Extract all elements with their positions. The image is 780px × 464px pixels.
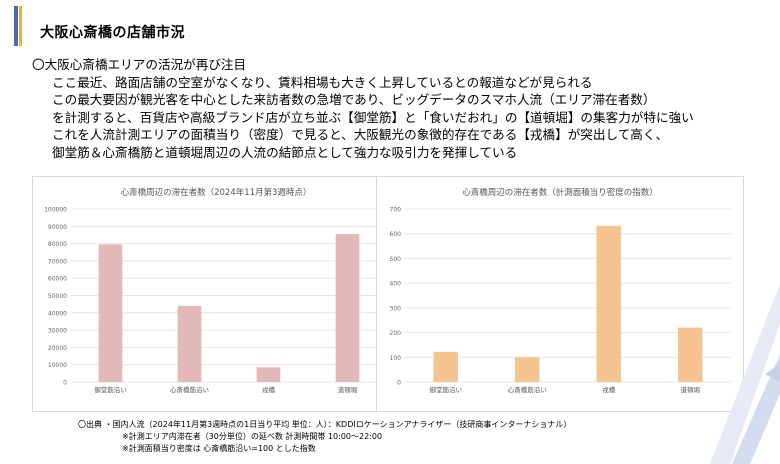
bar — [596, 225, 621, 382]
summary-line: これを人流計測エリアの面積当り（密度）で見ると、大阪観光の象徴的存在である【戎橋… — [52, 127, 669, 142]
y-tick-label: 0 — [397, 380, 401, 387]
bar — [256, 367, 281, 382]
bar — [433, 351, 458, 382]
summary-line: を計測すると、百貨店や高級ブランド店が立ち並ぶ【御堂筋】と「食いだおれ」の【道頓… — [52, 109, 694, 125]
source-label: 〇出典 — [78, 420, 102, 429]
y-tick-label: 600 — [390, 231, 402, 238]
bar — [98, 244, 123, 382]
y-tick-label: 0 — [63, 380, 67, 387]
visitors-count-chart-svg: 心斎橋周辺の滞在者数（2024年11月第3週時点） 0 10000 20000 3000… — [44, 187, 387, 394]
x-tick-label: 道頓堀 — [681, 385, 701, 394]
chart-title: 心斎橋周辺の滞在者数（2024年11月第3週時点） — [121, 187, 312, 198]
y-tick-label: 400 — [390, 281, 402, 288]
density-index-chart: 心斎橋周辺の滞在者数（計測面積当り密度の指数） 0 100 200 300 400 500 6… — [376, 176, 744, 412]
source-line: ・国内人流（2024年11月第3週時点の1日当り平均 単位：人）：KDDIロケー… — [104, 420, 572, 429]
y-tick-label: 500 — [390, 256, 402, 263]
chart-title: 心斎橋周辺の滞在者数（計測面積当り密度の指数） — [462, 187, 658, 198]
y-tick-label: 40000 — [48, 310, 67, 317]
y-tick-label: 100 — [390, 355, 402, 362]
source-line: ※計測エリア内滞在者（30分単位）の延べ数 計測時間帯 10:00～22:00 — [122, 432, 383, 441]
density-index-chart-svg: 心斎橋周辺の滞在者数（計測面積当り密度の指数） 0 100 200 300 400 500 6… — [390, 187, 731, 394]
x-tick-label: 御堂筋沿い — [430, 385, 463, 394]
source-line: ※計測面積当り密度は 心斎橋筋沿い=100 とした指数 — [122, 444, 316, 453]
y-tick-label: 90000 — [48, 224, 67, 231]
y-tick-label: 70000 — [48, 258, 67, 265]
bar — [335, 234, 360, 382]
y-tick-label: 10000 — [48, 362, 67, 369]
decorative-logo-graphic — [710, 284, 780, 464]
x-tick-label: 道頓堀 — [338, 385, 358, 394]
summary-heading: 〇大阪心斎橋エリアの活況が再び注目 — [32, 57, 247, 72]
y-tick-label: 100000 — [44, 207, 67, 214]
y-tick-label: 700 — [390, 207, 402, 214]
summary-line: ここ最近、路面店舗の空室がなくなり、賃料相場も大きく上昇しているとの報道などが見… — [52, 74, 593, 90]
bar — [177, 305, 202, 382]
y-tick-label: 30000 — [48, 328, 67, 335]
page-title: 大阪心斎橋の店舗市況 — [40, 25, 185, 41]
summary-line: 御堂筋＆心斎橋筋と道頓堀周辺の人流の結節点として強力な吸引力を発揮している — [52, 144, 518, 160]
x-tick-label: 心斎橋筋沿い — [170, 385, 209, 394]
y-tick-label: 300 — [390, 305, 402, 312]
x-tick-label: 御堂筋沿い — [94, 385, 127, 394]
title-accent-bar — [14, 6, 18, 46]
summary-line: この最大要因が観光客を中心とした来訪者数の急増であり、ビッグデータのスマホ人流（… — [52, 92, 656, 107]
bar — [678, 327, 703, 382]
x-tick-label: 心斎橋筋沿い — [508, 385, 547, 394]
source-notes: 〇出典 ・国内人流（2024年11月第3週時点の1日当り平均 単位：人）：KDD… — [78, 419, 571, 455]
summary-text: 〇大阪心斎橋エリアの活況が再び注目 ここ最近、路面店舗の空室がなくなり、賃料相場… — [32, 56, 694, 161]
y-tick-label: 60000 — [48, 276, 67, 283]
y-tick-label: 20000 — [48, 345, 67, 352]
title-accent-bar-secondary — [19, 6, 22, 46]
y-tick-label: 200 — [390, 330, 402, 337]
y-tick-label: 80000 — [48, 241, 67, 248]
x-tick-label: 戎橋 — [262, 385, 276, 394]
x-tick-label: 戎橋 — [602, 385, 616, 394]
y-tick-label: 50000 — [48, 293, 67, 300]
visitors-count-chart: 心斎橋周辺の滞在者数（2024年11月第3週時点） 0 10000 20000 3000… — [32, 176, 400, 412]
bar — [515, 357, 540, 382]
